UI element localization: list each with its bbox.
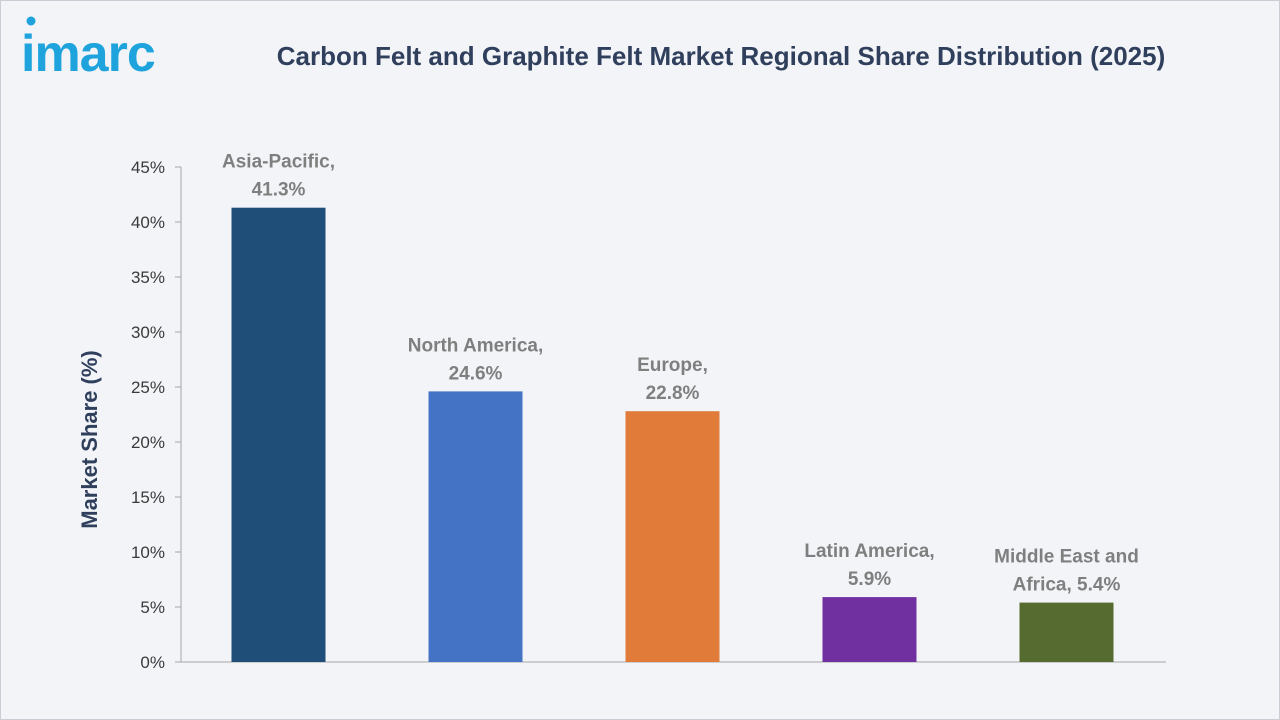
bar-data-label: Asia-Pacific, (222, 152, 335, 173)
bar-data-label: 22.8% (646, 383, 700, 404)
chart-title: Carbon Felt and Graphite Felt Market Reg… (276, 41, 1166, 71)
bar-data-label: 24.6% (449, 363, 503, 384)
bar-data-label: Africa, 5.4% (1013, 575, 1121, 596)
bar-latin-america (822, 597, 917, 662)
y-tick-label: 25% (131, 378, 165, 397)
bar-data-label: Latin America, (804, 541, 934, 562)
bar-data-label: Middle East and (994, 547, 1139, 568)
svg-text:imarc: imarc (21, 25, 155, 83)
y-tick-label: 35% (131, 268, 165, 287)
y-tick-label: 5% (140, 598, 165, 617)
y-tick-label: 30% (131, 323, 165, 342)
bar-data-label: 5.9% (848, 569, 891, 590)
bar-data-label: Europe, (637, 355, 708, 376)
y-tick-label: 45% (131, 158, 165, 177)
y-tick-label: 40% (131, 213, 165, 232)
bar-data-label: 41.3% (252, 180, 306, 201)
y-tick-label: 15% (131, 488, 165, 507)
bar-asia-pacific (231, 207, 326, 662)
y-tick-label: 20% (131, 433, 165, 452)
bar-north-america (428, 391, 523, 662)
bar-data-label: North America, (408, 335, 544, 356)
bar-middle-east-and-africa (1019, 602, 1114, 662)
y-tick-label: 0% (140, 653, 165, 672)
y-axis-title: Market Share (%) (77, 350, 102, 529)
y-tick-label: 10% (131, 543, 165, 562)
bar-europe (625, 411, 720, 662)
imarc-logo: imarc (21, 16, 156, 83)
